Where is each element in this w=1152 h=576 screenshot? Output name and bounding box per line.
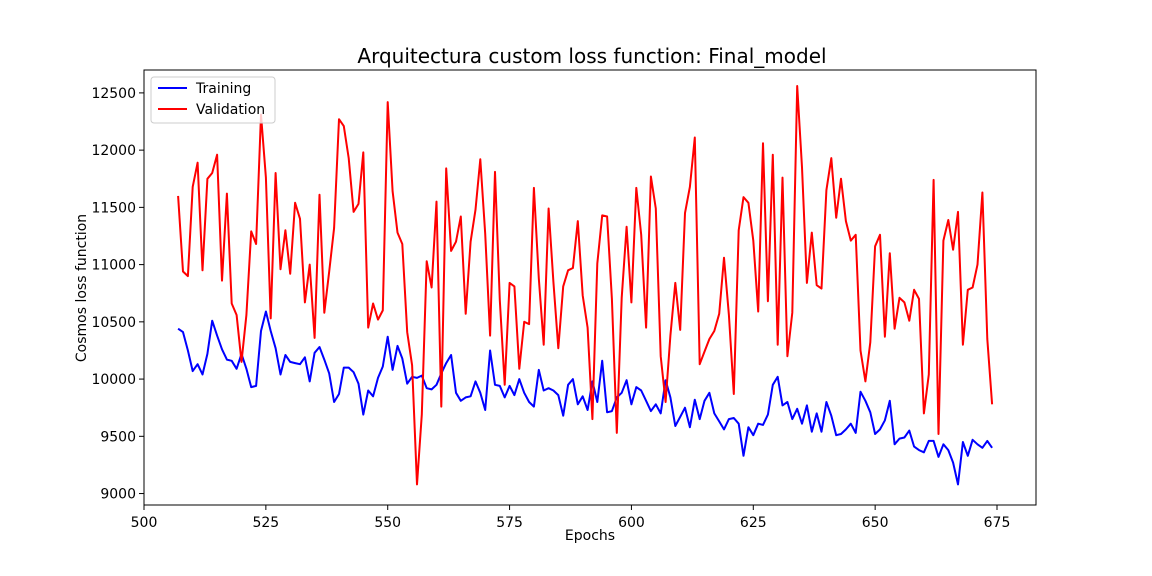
plot-lines: [177, 85, 994, 486]
x-tick-label: 650: [862, 515, 889, 531]
y-tick-label: 12500: [91, 86, 136, 102]
y-tick-label: 11500: [91, 200, 136, 216]
y-tick-label: 11000: [91, 258, 136, 274]
legend: Training Validation: [150, 76, 276, 124]
series-line-training: [177, 310, 993, 486]
x-tick-label: 600: [618, 515, 645, 531]
legend-training-label: Training: [195, 81, 251, 97]
x-tick-label: 550: [374, 515, 401, 531]
x-tick-label: 675: [984, 515, 1011, 531]
x-tick-label: 525: [252, 515, 279, 531]
y-tick-label: 10000: [91, 372, 136, 388]
chart-title: Arquitectura custom loss function: Final…: [357, 44, 826, 68]
series-line-validation: [177, 85, 994, 486]
x-tick-label: 625: [740, 515, 767, 531]
y-tick-label: 9000: [100, 487, 136, 503]
x-tick-label: 575: [496, 515, 523, 531]
x-axis: 500 525 550 575 600 625 650 675: [131, 505, 1011, 531]
y-axis-label: Cosmos loss function: [74, 214, 90, 362]
y-axis: 9000 9500 10000 10500 11000 11500 12000 12500: [91, 86, 144, 503]
y-tick-label: 12000: [91, 143, 136, 159]
x-axis-label: Epochs: [565, 528, 615, 544]
y-tick-label: 9500: [100, 429, 136, 445]
x-tick-label: 500: [131, 515, 158, 531]
y-tick-label: 10500: [91, 315, 136, 331]
plot-frame: [143, 69, 1037, 506]
legend-validation-label: Validation: [196, 102, 265, 118]
